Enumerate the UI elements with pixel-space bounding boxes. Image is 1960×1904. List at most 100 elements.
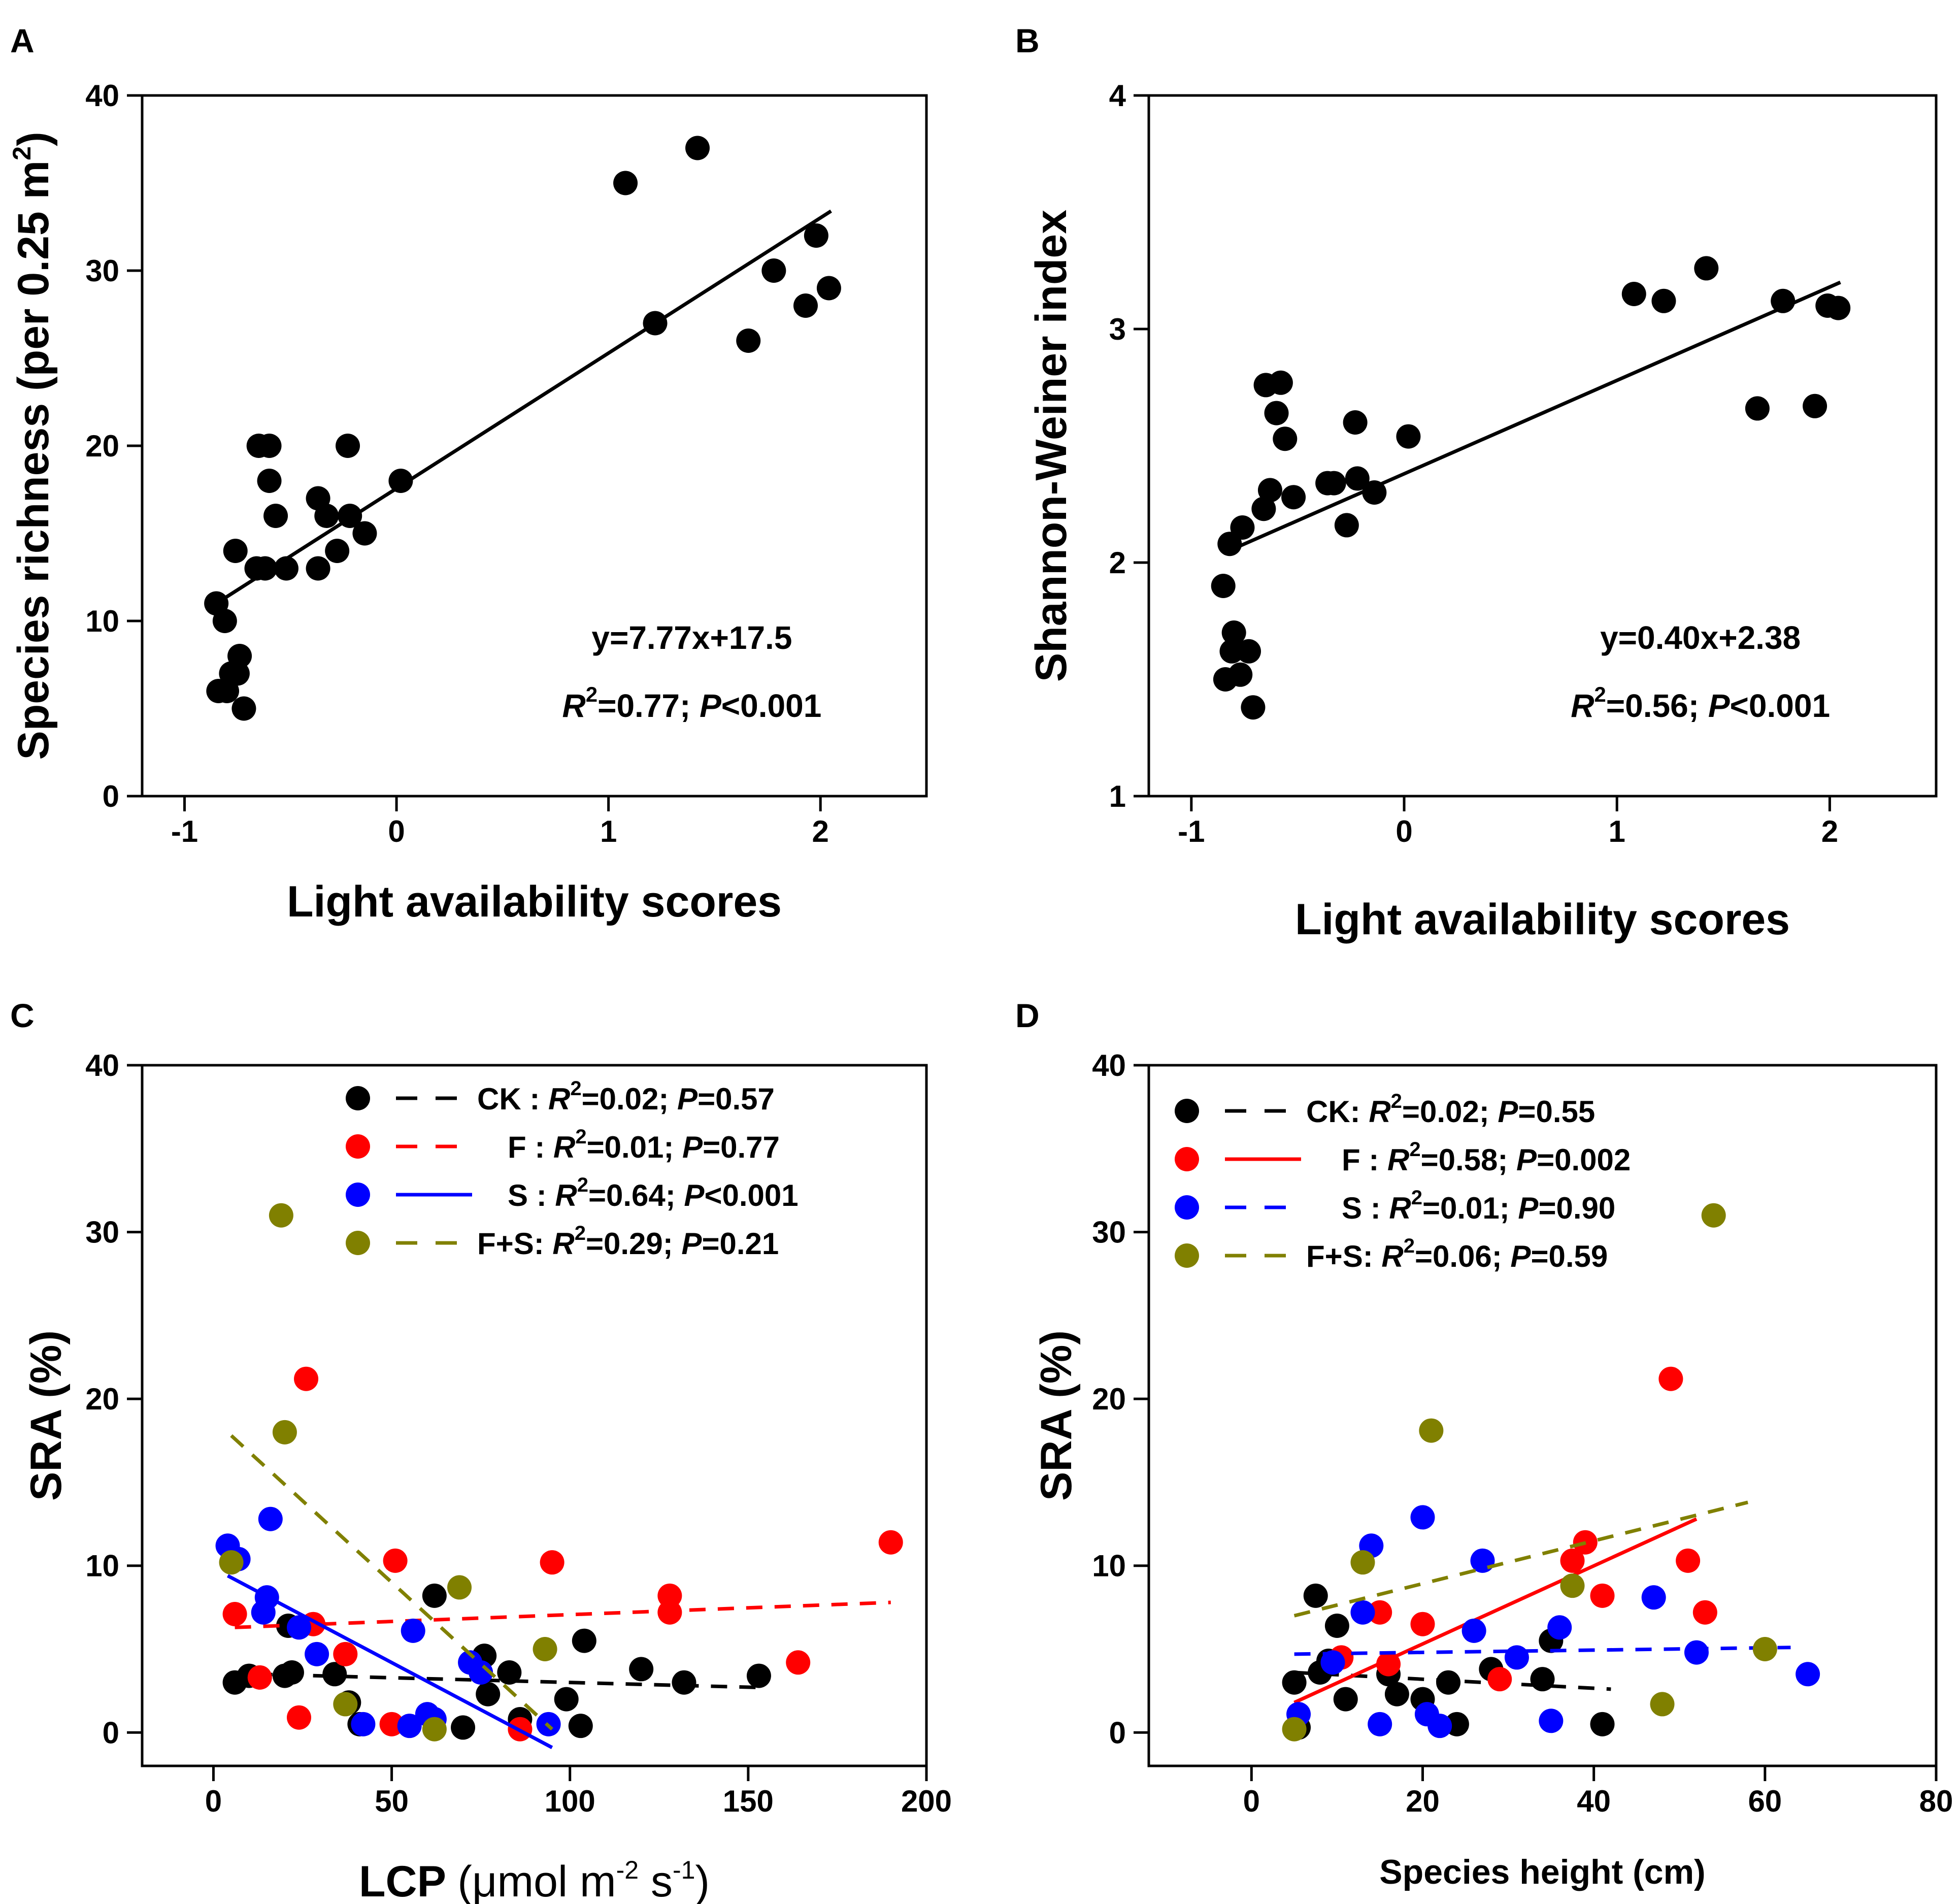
legend-r2-value: =0.29;: [586, 1227, 681, 1261]
fit-line-fpluss: [230, 1434, 553, 1731]
data-point-fpluss: [1419, 1418, 1444, 1443]
data-point: [1621, 282, 1646, 306]
legend-text-s: S : R2=0.01; P=0.90: [1342, 1187, 1615, 1225]
r2-symbol: R: [562, 687, 585, 724]
regression-stats: R2=0.56; P<0.001: [1571, 682, 1830, 724]
data-point-f: [333, 1642, 358, 1666]
p-symbol: P: [1708, 687, 1730, 724]
data-point-s: [1684, 1640, 1709, 1665]
y-tick-label: 0: [103, 1716, 119, 1750]
data-point-fpluss: [447, 1575, 472, 1600]
x-tick-label: 20: [1406, 1784, 1440, 1818]
x-tick-label: 0: [388, 814, 405, 848]
y-tick-label: 10: [1092, 1549, 1126, 1583]
panel-c: C 0 50 100 150 200 0 10 20 30 40 LCP (μmol m-2 s-1)…: [10, 997, 952, 1904]
legend-r2-symbol: R: [555, 1178, 577, 1212]
panel-d: D 0 20 40 60 80 0 10 20 30 40 Species height (cm) SR…: [1015, 997, 1953, 1891]
x-tick-label: -1: [1178, 814, 1205, 848]
data-point: [804, 223, 828, 248]
data-point: [1257, 478, 1282, 503]
x-tick-label: 0: [1243, 1784, 1260, 1818]
data-point: [1803, 393, 1828, 418]
x-axis-label: Light availability scores: [287, 877, 782, 926]
y-tick-label: 10: [85, 604, 119, 638]
data-point-ck: [1590, 1712, 1615, 1736]
data-point: [685, 136, 710, 160]
data-point-f: [657, 1583, 682, 1608]
data-point: [1651, 288, 1676, 313]
x-tick-label: 50: [375, 1784, 409, 1818]
data-point-s: [258, 1506, 283, 1531]
data-point-f: [222, 1602, 247, 1626]
y-axis-label-end: ): [9, 132, 58, 146]
legend-marker-fpluss: [1175, 1243, 1199, 1268]
x-tick-label: 150: [723, 1784, 774, 1818]
y-tick-label: 20: [1092, 1382, 1126, 1416]
data-point: [1281, 485, 1306, 510]
legend-marker-f: [346, 1134, 370, 1159]
legend-p-value: =0.59: [1531, 1239, 1608, 1273]
legend-p-value: =0.57: [697, 1082, 775, 1116]
panel-label: A: [10, 22, 35, 59]
data-point-s: [1796, 1662, 1820, 1687]
data-point-s: [1350, 1600, 1375, 1625]
legend-r2-value: =0.02;: [582, 1082, 677, 1116]
data-point: [613, 171, 638, 195]
x-axis-label: LCP (μmol m-2 s-1): [359, 1856, 710, 1904]
y-tick-label: 4: [1109, 79, 1126, 113]
legend-r2-superscript: 2: [1411, 1187, 1422, 1209]
panel-label: C: [10, 997, 35, 1034]
y-tick-label: 10: [85, 1549, 119, 1583]
plot-frame: [1147, 1064, 1938, 1767]
legend-text-f: F : R2=0.01; P=0.77: [508, 1126, 780, 1164]
data-point: [274, 556, 298, 581]
legend-p-value: =0.002: [1537, 1143, 1631, 1177]
data-point-s: [397, 1714, 422, 1738]
data-point: [1826, 296, 1851, 320]
data-point: [1221, 620, 1246, 645]
y-axis-label: Species richness (per 0.25 m2): [8, 132, 58, 760]
legend-p-symbol: P: [1518, 1191, 1539, 1225]
x-axis-label-unit: ): [695, 1857, 710, 1904]
data-point-ck: [672, 1670, 696, 1695]
data-point-f: [383, 1548, 408, 1573]
data-point-ck: [1303, 1583, 1328, 1608]
data-point: [1273, 426, 1298, 451]
data-point-s: [1641, 1585, 1666, 1610]
r2-value: =0.56;: [1606, 687, 1708, 724]
legend-p-symbol: P: [677, 1082, 698, 1116]
regression-line: [215, 209, 832, 605]
data-point-s: [351, 1712, 376, 1736]
r2-superscript: 2: [1594, 682, 1606, 706]
data-point-ck: [476, 1682, 501, 1706]
y-tick-label: 40: [85, 79, 119, 113]
data-point-s: [1368, 1712, 1392, 1736]
y-tick-label: 30: [85, 1216, 119, 1250]
legend-p-symbol: P: [684, 1178, 705, 1212]
legend-p-value: =0.90: [1538, 1191, 1615, 1225]
y-tick-label: 2: [1109, 546, 1126, 580]
data-point: [643, 311, 668, 336]
data-point: [793, 293, 818, 318]
regression-stats: R2=0.77; P<0.001: [562, 682, 821, 724]
data-point-f: [786, 1650, 811, 1675]
data-point-f: [1658, 1366, 1683, 1391]
x-tick-label: 40: [1577, 1784, 1611, 1818]
legend-p-symbol: P: [682, 1130, 703, 1164]
data-point-ck: [746, 1663, 771, 1688]
y-axis-label: SRA (%): [1032, 1330, 1081, 1501]
legend-marker-s: [1175, 1195, 1199, 1220]
data-point: [1771, 288, 1796, 313]
legend-r2-value: =0.02;: [1402, 1095, 1498, 1129]
legend-text-ck: CK: R2=0.02; P=0.55: [1306, 1090, 1595, 1129]
legend-marker-ck: [1175, 1099, 1199, 1123]
data-point-s: [1504, 1645, 1529, 1670]
legend-r2-value: =0.01;: [587, 1130, 682, 1164]
data-point: [1230, 515, 1255, 540]
data-point-f: [247, 1665, 272, 1690]
data-point-fpluss: [1701, 1203, 1726, 1228]
data-point-fpluss: [1752, 1637, 1777, 1661]
data-point-s: [254, 1585, 279, 1610]
